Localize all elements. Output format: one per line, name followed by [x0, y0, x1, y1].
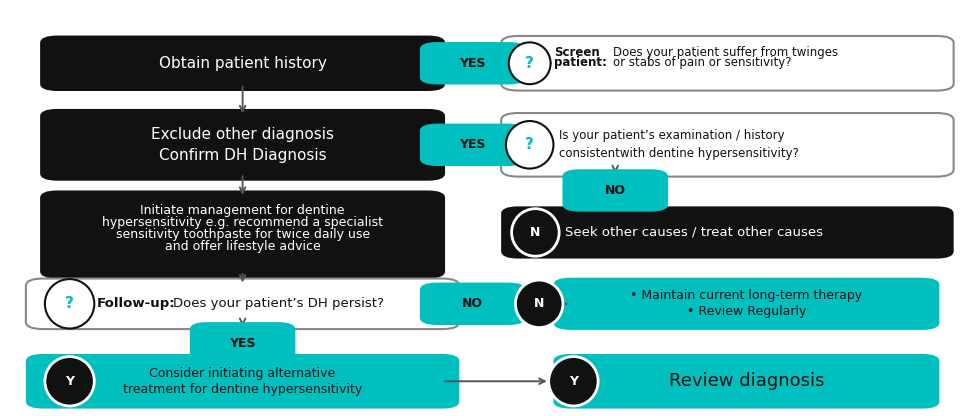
FancyBboxPatch shape	[553, 354, 938, 409]
Text: • Review Regularly: • Review Regularly	[686, 305, 805, 319]
Text: NO: NO	[461, 297, 483, 310]
FancyBboxPatch shape	[40, 109, 445, 181]
Ellipse shape	[511, 209, 558, 256]
FancyBboxPatch shape	[501, 36, 953, 91]
FancyBboxPatch shape	[562, 169, 668, 212]
Text: N: N	[530, 226, 540, 239]
FancyBboxPatch shape	[420, 42, 525, 84]
Text: Is your patient’s examination / history: Is your patient’s examination / history	[558, 129, 784, 142]
Text: sensitivity toothpaste for twice daily use: sensitivity toothpaste for twice daily u…	[115, 228, 369, 241]
Text: Seek other causes / treat other causes: Seek other causes / treat other causes	[565, 226, 823, 239]
Ellipse shape	[45, 357, 94, 406]
Text: hypersensitivity e.g. recommend a specialist: hypersensitivity e.g. recommend a specia…	[102, 216, 383, 229]
Text: Does your patient suffer from twinges: Does your patient suffer from twinges	[612, 46, 837, 59]
Text: Y: Y	[569, 375, 578, 388]
Text: treatment for dentine hypersensitivity: treatment for dentine hypersensitivity	[123, 383, 361, 396]
Text: Follow-up:: Follow-up:	[97, 297, 175, 310]
FancyBboxPatch shape	[40, 191, 445, 279]
Ellipse shape	[45, 279, 94, 329]
FancyBboxPatch shape	[420, 282, 525, 325]
Text: Review diagnosis: Review diagnosis	[668, 372, 824, 390]
Text: YES: YES	[459, 57, 485, 70]
Text: Obtain patient history: Obtain patient history	[159, 56, 327, 71]
Ellipse shape	[515, 280, 562, 327]
FancyBboxPatch shape	[190, 322, 295, 364]
Text: ?: ?	[65, 296, 74, 311]
Ellipse shape	[506, 121, 553, 168]
Text: ?: ?	[524, 56, 534, 71]
Text: YES: YES	[459, 138, 485, 151]
Text: patient:: patient:	[554, 56, 607, 69]
Text: Consider initiating alternative: Consider initiating alternative	[149, 366, 335, 380]
Text: and offer lifestyle advice: and offer lifestyle advice	[165, 240, 320, 253]
Text: ?: ?	[524, 137, 534, 152]
Text: N: N	[534, 297, 544, 310]
Text: Screen: Screen	[554, 46, 600, 59]
Text: NO: NO	[604, 184, 625, 197]
FancyBboxPatch shape	[553, 278, 938, 330]
Text: Initiate management for dentine: Initiate management for dentine	[141, 203, 345, 217]
Text: consistentwith dentine hypersensitivity?: consistentwith dentine hypersensitivity?	[558, 147, 798, 160]
FancyBboxPatch shape	[501, 113, 953, 177]
Text: • Maintain current long-term therapy: • Maintain current long-term therapy	[630, 289, 861, 302]
FancyBboxPatch shape	[26, 279, 459, 329]
Text: YES: YES	[229, 337, 256, 350]
Text: Y: Y	[65, 375, 74, 388]
Text: Confirm DH Diagnosis: Confirm DH Diagnosis	[159, 148, 327, 163]
Ellipse shape	[508, 42, 550, 84]
Text: or stabs of pain or sensitivity?: or stabs of pain or sensitivity?	[612, 56, 791, 69]
FancyBboxPatch shape	[26, 354, 459, 409]
FancyBboxPatch shape	[420, 124, 525, 166]
Ellipse shape	[548, 357, 598, 406]
Text: Exclude other diagnosis: Exclude other diagnosis	[151, 127, 333, 142]
FancyBboxPatch shape	[501, 206, 953, 259]
Text: Does your patient’s DH persist?: Does your patient’s DH persist?	[173, 297, 384, 310]
FancyBboxPatch shape	[40, 35, 445, 91]
